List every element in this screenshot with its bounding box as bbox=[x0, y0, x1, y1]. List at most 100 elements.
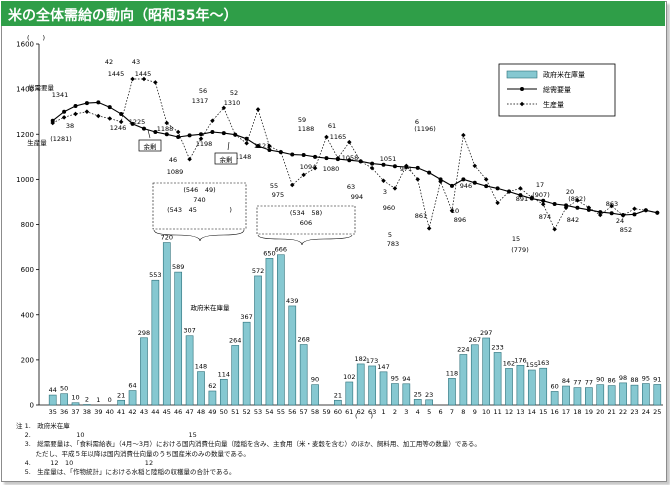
bar bbox=[162, 242, 171, 406]
bar bbox=[379, 371, 388, 406]
bar bbox=[459, 354, 468, 406]
bar-label: 297 bbox=[480, 329, 492, 337]
annotation-label: 1121 bbox=[254, 142, 271, 150]
annotation-label: 1094 bbox=[300, 163, 317, 171]
bar bbox=[539, 367, 548, 406]
x-tick-label: 38 bbox=[83, 408, 91, 416]
annotation-label: 24 bbox=[616, 217, 624, 225]
x-tick-label: 10 bbox=[482, 408, 490, 416]
notes: 注 1. 政府米在庫 2. 10 15 3. 総需要量は、「食料需給表」（4月～… bbox=[16, 422, 656, 477]
annotations: 総需要量生産量1341(1281)38421445431445124612251… bbox=[27, 58, 632, 312]
bar bbox=[254, 275, 262, 406]
point bbox=[427, 170, 432, 175]
point bbox=[347, 139, 352, 145]
bar-label: 118 bbox=[446, 369, 458, 377]
y-tick-label: 800 bbox=[21, 221, 34, 229]
x-tick-label: 45 bbox=[163, 408, 171, 416]
point bbox=[175, 129, 181, 135]
x-tick-label: 8 bbox=[461, 408, 465, 416]
surplus-box bbox=[214, 152, 238, 165]
x-tick-label: 53 bbox=[254, 408, 262, 416]
bar bbox=[448, 378, 456, 406]
x-tick-label: 59 bbox=[322, 408, 330, 416]
x-tick-label: 50 bbox=[220, 408, 228, 416]
point bbox=[461, 132, 466, 138]
bar bbox=[311, 384, 319, 406]
bar-label: 224 bbox=[457, 345, 469, 353]
y-tick-label: 1200 bbox=[16, 131, 34, 139]
x-tick-label: 60 bbox=[334, 408, 342, 416]
bar-label: 95 bbox=[391, 375, 399, 383]
x-tick-label: 16 bbox=[550, 408, 558, 416]
point bbox=[484, 184, 489, 189]
x-tick-label: 36 bbox=[60, 408, 68, 416]
x-tick-label: 21 bbox=[608, 408, 616, 416]
point bbox=[449, 208, 455, 213]
bar-label: 307 bbox=[183, 327, 195, 335]
annotation-label: 43 bbox=[132, 58, 140, 66]
point bbox=[415, 165, 420, 170]
x-tick-label: 62 bbox=[357, 408, 365, 416]
x-tick-label: 6 bbox=[438, 408, 442, 416]
x-tick-label: 17 bbox=[562, 408, 570, 416]
bar bbox=[493, 352, 502, 406]
x-tick-label: 24 bbox=[642, 408, 650, 416]
x-tick-label: 57 bbox=[300, 408, 308, 416]
annotation-label: 960 bbox=[383, 204, 395, 212]
callout-text: (534 58) bbox=[290, 209, 322, 217]
annotation-label: 852 bbox=[620, 226, 632, 234]
point bbox=[130, 121, 135, 126]
bar-label: 86 bbox=[608, 377, 616, 385]
figure-title: 米の全体需給の動向（昭和35年～） bbox=[8, 8, 238, 24]
bar-label: 62 bbox=[208, 382, 216, 390]
y-tick-label: 400 bbox=[21, 311, 34, 319]
surplus-label: 余剰 bbox=[144, 142, 157, 151]
bar-label: 23 bbox=[425, 391, 433, 399]
y-tick-label: 1000 bbox=[16, 176, 34, 184]
note-line: 2. 10 15 bbox=[16, 431, 197, 440]
bar-label: 268 bbox=[297, 336, 309, 344]
point bbox=[472, 180, 477, 185]
bar-label: 98 bbox=[619, 374, 627, 382]
x-tick-label: 51 bbox=[231, 408, 239, 416]
bar bbox=[71, 402, 80, 406]
annotation-label: 総需要量 bbox=[28, 83, 55, 92]
point bbox=[472, 163, 478, 169]
legend-label: 生産量 bbox=[543, 100, 564, 109]
annotation-label: 59 bbox=[298, 116, 306, 124]
point bbox=[176, 134, 181, 139]
annotation-label: (1281) bbox=[50, 135, 72, 143]
bar-label: 114 bbox=[218, 370, 230, 378]
point bbox=[119, 111, 124, 116]
x-tick-label: 55 bbox=[277, 408, 285, 416]
annotation-label: 生産量 bbox=[27, 138, 47, 147]
bar-label: 94 bbox=[402, 375, 410, 383]
annotation-label: (779) bbox=[511, 246, 528, 254]
point bbox=[50, 118, 55, 123]
y-tick-label: 600 bbox=[21, 266, 34, 274]
x-tick-label: 1 bbox=[381, 408, 385, 416]
legend-swatch-bar bbox=[506, 70, 538, 79]
point bbox=[598, 210, 603, 215]
annotation-label: 896 bbox=[454, 216, 466, 224]
point bbox=[347, 158, 352, 163]
bar-label: 650 bbox=[263, 249, 275, 257]
point bbox=[244, 136, 249, 141]
annotation-label: 1317 bbox=[192, 97, 209, 105]
point bbox=[153, 129, 158, 134]
x-tick-label: 44 bbox=[151, 408, 159, 416]
point bbox=[256, 143, 261, 148]
point bbox=[301, 172, 306, 178]
bar bbox=[140, 337, 148, 406]
bar bbox=[607, 385, 616, 406]
x-tick-label: 9 bbox=[473, 408, 477, 416]
x-tick-label: 19 bbox=[585, 408, 593, 416]
point bbox=[84, 101, 89, 106]
bar bbox=[117, 399, 125, 406]
annotation-label: 1148 bbox=[235, 153, 252, 161]
annotation-label: 1058 bbox=[342, 154, 359, 162]
bar bbox=[505, 368, 513, 406]
annotation-label: 971 bbox=[400, 165, 412, 173]
point bbox=[392, 186, 398, 191]
